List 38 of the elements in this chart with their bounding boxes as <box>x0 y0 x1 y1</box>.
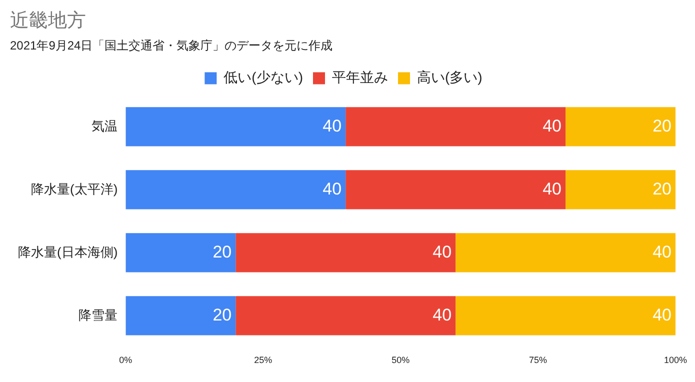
y-tick-label: 降水量(太平洋) <box>30 181 118 196</box>
x-tick-label: 50% <box>392 355 410 366</box>
data-label: 40 <box>652 305 672 324</box>
y-tick-label: 気温 <box>92 118 118 134</box>
x-tick-label: 0% <box>119 355 132 366</box>
bar <box>126 170 346 210</box>
data-label: 40 <box>652 242 672 262</box>
bar <box>456 296 676 336</box>
bar <box>346 107 566 146</box>
legend-label: 平年並み <box>332 69 388 86</box>
chart-subtitle: 2021年9月24日「国土交通省・気象庁」のデータを元に作成 <box>10 38 333 52</box>
x-tick-label: 100% <box>664 355 688 366</box>
data-label: 40 <box>432 305 452 324</box>
data-label: 20 <box>212 305 232 324</box>
data-label: 20 <box>652 179 672 198</box>
bar <box>236 296 456 336</box>
data-label: 20 <box>652 116 672 136</box>
y-tick-label: 降雪量 <box>78 307 118 322</box>
bar <box>126 296 236 336</box>
bar <box>346 170 566 210</box>
legend-label: 高い(多い) <box>417 69 482 86</box>
data-label: 40 <box>322 116 342 136</box>
bar <box>236 233 456 272</box>
data-label: 40 <box>542 116 562 136</box>
bar <box>566 170 676 210</box>
bar <box>126 233 236 272</box>
chart-title: 近畿地方 <box>10 10 86 32</box>
bar <box>566 107 676 146</box>
data-label: 40 <box>542 179 562 198</box>
bar <box>126 107 346 146</box>
data-label: 20 <box>212 242 232 262</box>
legend-label: 低い(少ない) <box>224 69 304 86</box>
data-label: 40 <box>322 179 342 198</box>
bar <box>456 233 676 272</box>
x-tick-label: 75% <box>529 355 548 366</box>
data-label: 40 <box>432 242 452 262</box>
x-tick-label: 25% <box>254 355 272 366</box>
y-tick-label: 降水量(日本海側) <box>18 244 118 260</box>
